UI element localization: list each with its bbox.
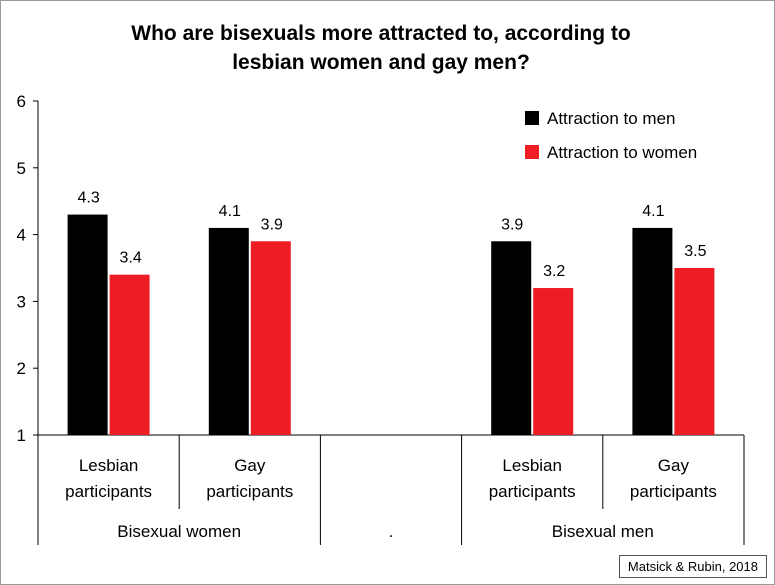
bar: [109, 274, 150, 435]
data-label: 3.9: [261, 216, 283, 233]
y-tick-label: 4: [17, 226, 26, 245]
data-label: 4.1: [219, 203, 241, 220]
y-tick-label: 1: [17, 426, 26, 445]
y-tick-label: 5: [17, 159, 26, 178]
x-group-label: Bisexual men: [552, 522, 654, 541]
legend-swatch: [525, 145, 539, 159]
x-category-label: participants: [65, 482, 152, 501]
bar: [533, 288, 574, 435]
y-tick-label: 6: [17, 92, 26, 111]
x-category-label: Lesbian: [502, 456, 562, 475]
source-note: Matsick & Rubin, 2018: [618, 555, 767, 578]
x-group-label: Bisexual women: [117, 522, 241, 541]
bar: [208, 227, 249, 435]
chart-title: Who are bisexuals more attracted to, acc…: [61, 19, 701, 77]
legend-swatch: [525, 111, 539, 125]
x-group-label: .: [389, 522, 394, 541]
x-category-label: participants: [489, 482, 576, 501]
data-label: 3.4: [119, 250, 141, 267]
bar: [250, 241, 291, 435]
x-category-label: participants: [206, 482, 293, 501]
data-label: 4.3: [77, 190, 99, 207]
data-label: 3.5: [684, 243, 706, 260]
data-label: 3.9: [501, 216, 523, 233]
bar: [674, 268, 715, 435]
x-category-label: Gay: [234, 456, 266, 475]
y-tick-label: 2: [17, 359, 26, 378]
chart-title-line-2: lesbian women and gay men?: [232, 51, 530, 74]
bar: [67, 214, 108, 435]
data-label: 3.2: [543, 263, 565, 280]
data-label: 4.1: [642, 203, 664, 220]
bar: [491, 241, 532, 435]
chart-title-line-1: Who are bisexuals more attracted to, acc…: [131, 22, 631, 45]
legend-label: Attraction to men: [547, 109, 676, 128]
y-tick-label: 3: [17, 292, 26, 311]
x-category-label: Lesbian: [79, 456, 139, 475]
x-category-label: Gay: [658, 456, 690, 475]
bar: [632, 227, 673, 435]
legend-label: Attraction to women: [547, 143, 697, 162]
x-category-label: participants: [630, 482, 717, 501]
